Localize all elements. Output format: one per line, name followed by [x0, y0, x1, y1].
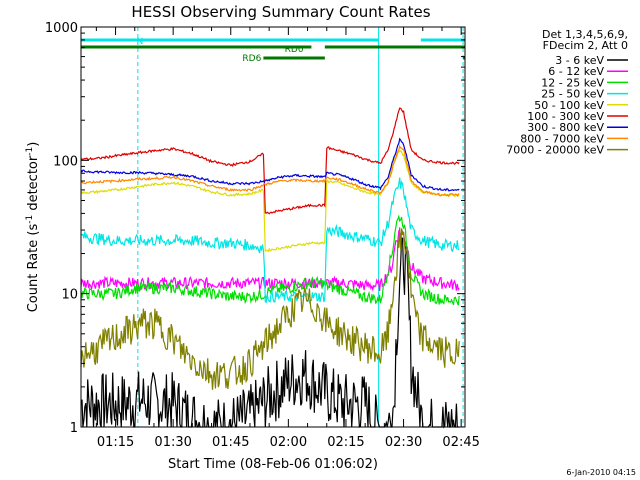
x-tick-label-01:15: 01:15	[97, 435, 134, 450]
y-tick-label-10: 10	[61, 288, 78, 303]
legend-header-0: Det 1,3,4,5,6,9,	[542, 28, 628, 41]
y-tick-label-1000: 1000	[45, 21, 78, 36]
x-tick-label-02:15: 02:15	[327, 435, 364, 450]
series-line-8	[80, 144, 460, 198]
series-line-4	[80, 177, 460, 305]
legend-label-7: 800 - 7000 keV	[520, 132, 604, 145]
legend-label-3: 25 - 50 keV	[541, 88, 604, 101]
x-tick-label-01:30: 01:30	[154, 435, 191, 450]
series-line-6	[80, 107, 460, 215]
legend-header-1: FDecim 2, Att 0	[543, 39, 628, 52]
legend-label-2: 12 - 25 keV	[541, 76, 604, 89]
x-axis-label: Start Time (08-Feb-06 01:06:02)	[168, 457, 378, 472]
x-tick-label-01:45: 01:45	[212, 435, 249, 450]
legend-label-4: 50 - 100 keV	[534, 99, 604, 112]
series-line-9	[80, 227, 460, 390]
chart-title: HESSI Observing Summary Count Rates	[131, 3, 430, 21]
legend-label-5: 100 - 300 keV	[527, 110, 604, 123]
y-tick-label-100: 100	[53, 154, 78, 169]
x-tick-label-02:45: 02:45	[442, 435, 479, 450]
legend-label-0: 3 - 6 keV	[555, 54, 604, 67]
plot-area: N RD0 RD6	[80, 27, 465, 429]
series-line-1	[80, 237, 460, 429]
status-bar-label-n: N	[137, 37, 144, 47]
y-axis-label: Count Rate (s-1 detector-1)	[25, 142, 41, 313]
legend-label-6: 300 - 800 keV	[527, 121, 604, 134]
series-line-7	[80, 137, 460, 192]
x-tick-label-02:00: 02:00	[270, 435, 307, 450]
status-bar-label-rd6: RD6	[242, 54, 261, 64]
timestamp: 6-Jan-2010 04:15	[566, 468, 636, 477]
legend: Det 1,3,4,5,6,9,FDecim 2, Att 0 3 - 6 keV…	[506, 28, 628, 157]
axes: 1 10 100 1000 01:15 01:30 01:45 02:00 02:15 02:30…	[45, 21, 480, 450]
y-tick-label-1: 1	[70, 421, 78, 436]
series-line-3	[80, 214, 460, 306]
legend-label-8: 7000 - 20000 keV	[506, 144, 604, 157]
plot-frame	[80, 26, 466, 428]
status-bar-label-rd0: RD0	[285, 45, 304, 55]
legend-label-1: 6 - 12 keV	[548, 65, 604, 78]
x-tick-label-02:30: 02:30	[385, 435, 422, 450]
